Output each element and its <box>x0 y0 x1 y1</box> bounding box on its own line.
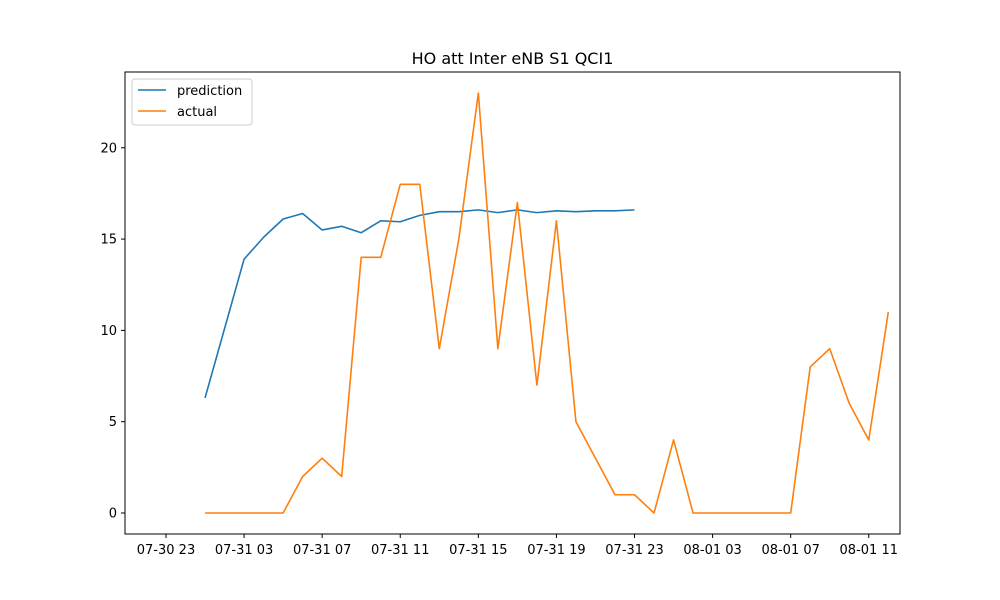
legend-label-actual: actual <box>177 105 217 120</box>
axes-frame <box>124 71 901 535</box>
plot-area <box>204 92 890 514</box>
y-tick-label: 10 <box>100 324 117 339</box>
x-tick-label: 07-31 07 <box>293 543 351 558</box>
x-tick-label: 08-01 07 <box>761 543 819 558</box>
y-tick-label: 15 <box>100 233 117 248</box>
x-tick-label: 07-31 19 <box>527 543 585 558</box>
x-tick-label: 08-01 03 <box>683 543 741 558</box>
chart-title: HO att Inter eNB S1 QCI1 <box>412 49 614 68</box>
x-axis: 07-30 23 07-31 03 07-31 07 07-31 11 07-31 15… <box>137 534 898 558</box>
x-tick-label: 07-31 23 <box>605 543 663 558</box>
y-axis: 0 5 10 15 20 <box>100 141 125 522</box>
y-tick-label: 0 <box>109 507 117 522</box>
y-tick-label: 20 <box>100 141 117 156</box>
legend: prediction actual <box>131 78 253 126</box>
legend-label-prediction: prediction <box>177 84 242 99</box>
series-line-prediction <box>204 209 635 399</box>
x-tick-label: 07-31 15 <box>449 543 507 558</box>
x-tick-label: 07-31 11 <box>371 543 429 558</box>
x-tick-label: 07-30 23 <box>137 543 195 558</box>
series-line-actual <box>205 92 890 514</box>
y-tick-label: 5 <box>109 415 117 430</box>
x-tick-label: 08-01 11 <box>840 543 898 558</box>
x-tick-label: 07-31 03 <box>215 543 273 558</box>
